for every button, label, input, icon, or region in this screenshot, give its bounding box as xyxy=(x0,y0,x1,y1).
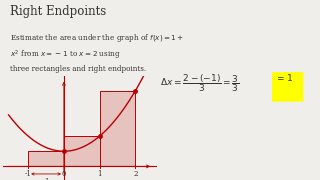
Text: 1: 1 xyxy=(44,178,48,180)
Text: 0: 0 xyxy=(62,170,66,178)
Text: Right Endpoints: Right Endpoints xyxy=(10,5,106,18)
Text: -1: -1 xyxy=(25,170,32,178)
Bar xyxy=(100,91,135,166)
Text: 1: 1 xyxy=(97,170,102,178)
Text: $= 1$: $= 1$ xyxy=(275,72,293,83)
Text: 2: 2 xyxy=(133,170,138,178)
Bar xyxy=(28,151,64,166)
Bar xyxy=(100,91,135,166)
Bar xyxy=(28,151,64,166)
FancyBboxPatch shape xyxy=(272,72,303,102)
Bar xyxy=(64,136,100,166)
Text: $\Delta x = \dfrac{2-(-1)}{3} = \dfrac{3}{3}$: $\Delta x = \dfrac{2-(-1)}{3} = \dfrac{3… xyxy=(160,72,239,94)
Text: Estimate the area under the graph of $f(x) = 1 +$
$x^2$ from $x = -1$ to $x = 2$: Estimate the area under the graph of $f(… xyxy=(10,32,184,73)
Bar xyxy=(64,136,100,166)
